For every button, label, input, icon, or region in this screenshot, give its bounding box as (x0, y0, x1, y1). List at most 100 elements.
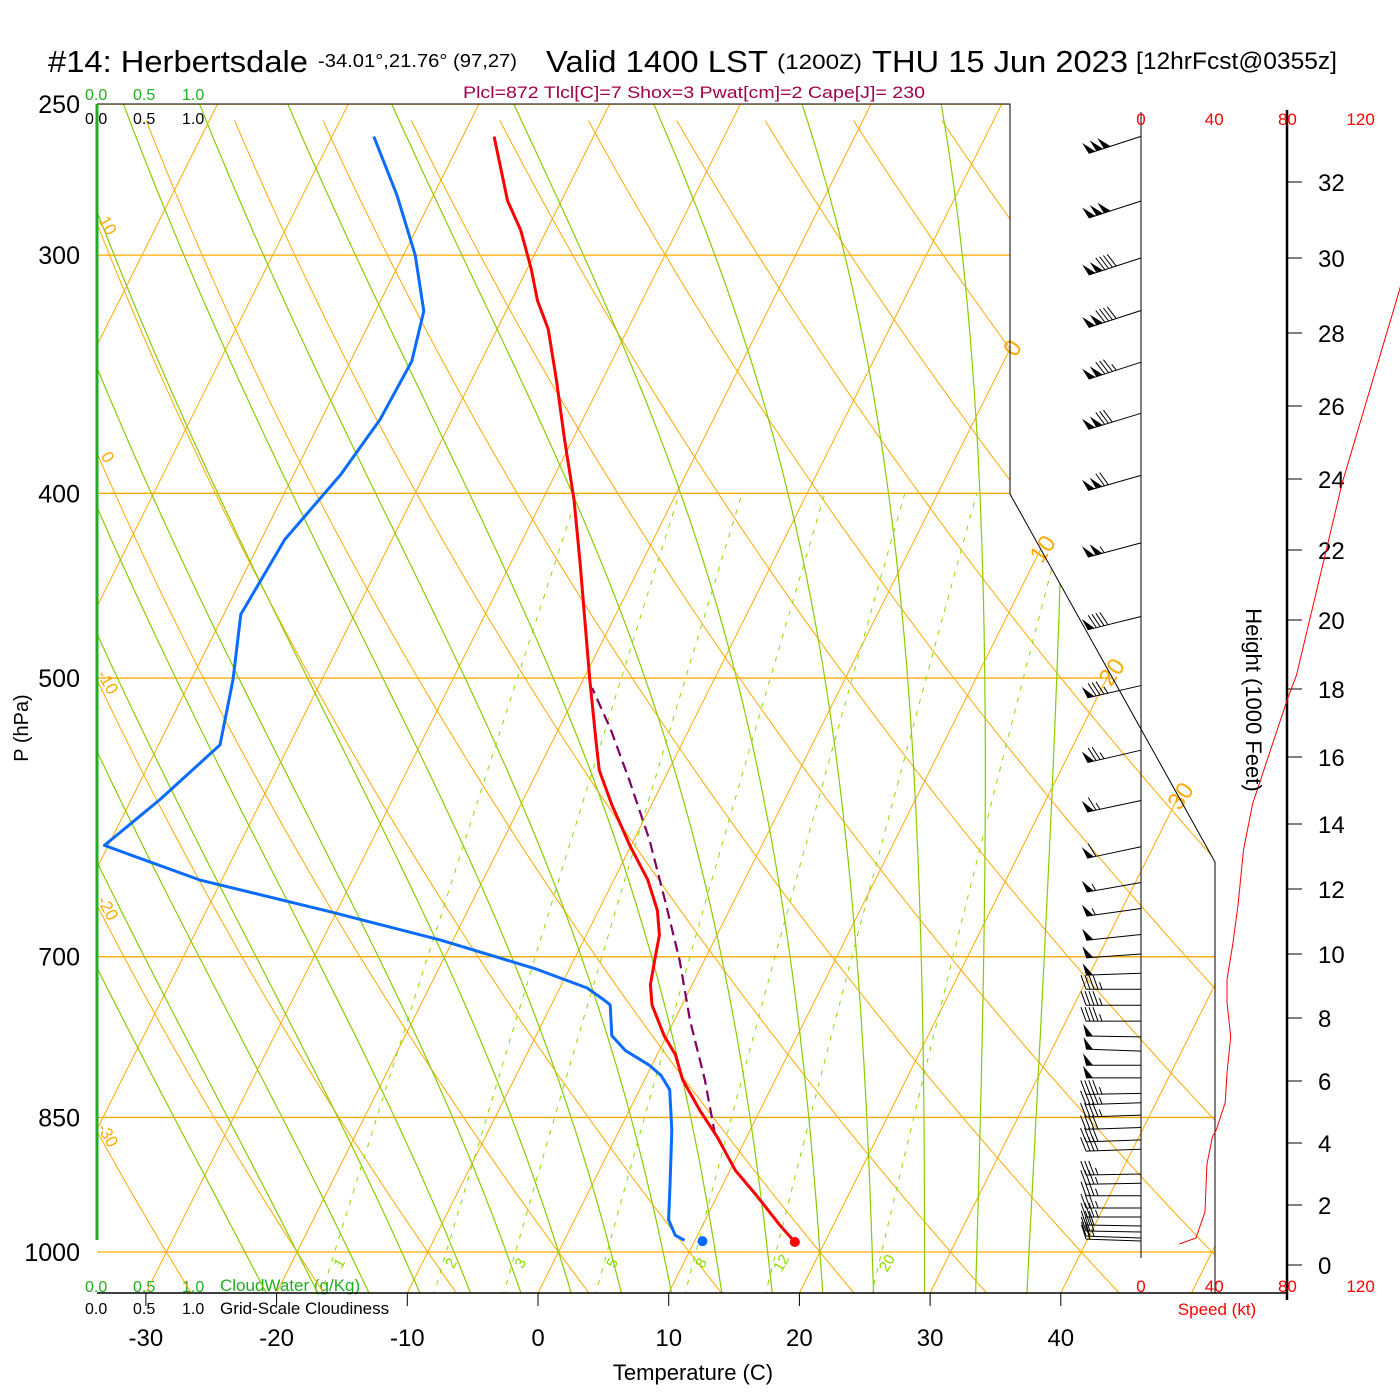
temperature-tick-label: -30 (129, 1325, 164, 1352)
wind-barb (1081, 1224, 1142, 1242)
wind-barb-full (1092, 975, 1099, 990)
wind-barb-staff (1088, 361, 1142, 380)
wind-barb (1082, 963, 1142, 976)
wind-barb-pennant (1081, 880, 1094, 893)
wind-barb-full (1106, 253, 1117, 267)
height-tick-label: 8 (1318, 1006, 1331, 1033)
wind-barb-full (1084, 1006, 1091, 1022)
sounding-profiles (102, 136, 800, 1248)
wind-barb-full (1080, 1181, 1087, 1196)
wind-barb-full (1095, 257, 1106, 271)
plot-frame (95, 103, 1287, 1294)
surface-dewpoint-point (697, 1236, 708, 1247)
wind-barb-pennant (1089, 140, 1103, 151)
wind-barb-full (1088, 1136, 1095, 1152)
wind-barb-full (1087, 843, 1097, 857)
wind-barb (1083, 1053, 1141, 1066)
wind-barb-pennant (1082, 264, 1096, 275)
wind-barb-half (1098, 1109, 1103, 1117)
wind-barb (1081, 904, 1142, 917)
dry-adiabat-line (676, 120, 1215, 1293)
dry-adiabat-line (97, 120, 460, 1293)
temperature-tick-label: 30 (917, 1325, 944, 1352)
wind-barb-staff (1087, 474, 1142, 491)
wind-barb-pennant (1089, 314, 1103, 325)
wind-barb-staff (1086, 1102, 1142, 1106)
wind-barb (1081, 880, 1142, 893)
wind-barb-full (1099, 612, 1109, 626)
speed-tick-label-bottom: 0 (1136, 1277, 1145, 1296)
wind-barb-full (1091, 614, 1101, 627)
height-tick-label: 6 (1318, 1069, 1331, 1096)
height-tick-label: 16 (1318, 745, 1345, 772)
height-tick-label: 12 (1318, 877, 1345, 904)
title-forecast: [12hrFcst@0355z] (1136, 48, 1337, 75)
wind-barb-full (1095, 310, 1106, 323)
wind-barb-full (1102, 307, 1113, 321)
wind-barb-pennant (1081, 847, 1094, 859)
wind-barb-full (1095, 361, 1106, 375)
wind-barb-full (1091, 746, 1101, 760)
wind-barb-half (1094, 1167, 1099, 1175)
parcel-line (591, 687, 717, 1136)
speed-axis-label: Speed (kt) (1178, 1300, 1256, 1319)
wind-barb-half (1099, 546, 1105, 554)
wind-barb-pennant (1089, 477, 1103, 489)
dry-adiabat-line (410, 120, 1215, 1293)
wind-barb-half (1099, 982, 1103, 990)
isotherm-label: 10 (1024, 531, 1061, 568)
wind-barb-half (1091, 883, 1097, 891)
wind-barb (1082, 409, 1142, 430)
wind-barb-full (1084, 1136, 1091, 1152)
wind-barb (1083, 1037, 1142, 1052)
wind-barb-staff (1086, 1139, 1142, 1143)
wind-barb-full (1084, 1181, 1091, 1196)
isotherm-line (929, 104, 1215, 1293)
height-tick-label: 30 (1318, 246, 1345, 273)
wind-barb-full (1080, 1193, 1087, 1209)
wind-barb-pennant (1089, 544, 1103, 556)
wind-barb-staff (1088, 310, 1142, 328)
wind-barb-full (1106, 306, 1117, 319)
wind-barb-staff (1088, 135, 1142, 154)
wind-barb-staff (1087, 616, 1142, 631)
wind-barb-staff (1086, 1148, 1142, 1152)
wind-barb-full (1092, 1090, 1099, 1105)
speed-tick-label-bottom: 40 (1205, 1277, 1224, 1296)
wind-barb-full (1092, 1114, 1099, 1130)
wind-barb (1081, 472, 1142, 491)
cloudiness-tick: 0.0 (85, 1301, 107, 1318)
wind-barb-staff (1087, 749, 1142, 764)
dry-adiabat-line (97, 120, 327, 1293)
wind-barb-full (1088, 975, 1095, 990)
wind-barb-full (1084, 1102, 1091, 1118)
isotherm-line (537, 104, 1133, 1293)
wind-barb (1080, 1193, 1141, 1209)
wind-barb-full (1080, 1115, 1087, 1130)
wind-barb (1080, 1080, 1142, 1095)
wind-barb-half (1095, 1209, 1099, 1218)
wind-barb-half (1094, 1176, 1099, 1185)
wind-barb (1080, 1102, 1142, 1118)
wind-barb-half (1098, 1086, 1103, 1095)
wind-barb-full (1088, 1170, 1095, 1185)
isotherm-line (406, 104, 1003, 1293)
wind-barb-full (1092, 1136, 1099, 1151)
wind-barb-pennant (1081, 800, 1094, 812)
wind-barb (1081, 681, 1142, 699)
wind-barb-full (1099, 308, 1110, 322)
isotherm-line (1060, 104, 1215, 1293)
wind-barb (1081, 612, 1142, 631)
wind-barb-pennant (1097, 202, 1111, 214)
wind-barb-half (1099, 1013, 1103, 1022)
wind-barb-half (1103, 686, 1109, 694)
dry-adiabat-line (499, 120, 1215, 1293)
wind-barb-full (1088, 1193, 1095, 1209)
cloudwater-tick: 0.5 (133, 87, 155, 104)
cloudiness-tick: 0.5 (133, 1301, 155, 1318)
wind-barb-full (1084, 975, 1091, 990)
temperature-tick-label: -20 (259, 1325, 294, 1352)
wind-barb-staff (1088, 412, 1142, 430)
temperature-tick-label: -10 (390, 1325, 425, 1352)
wind-barb-full (1095, 473, 1105, 487)
